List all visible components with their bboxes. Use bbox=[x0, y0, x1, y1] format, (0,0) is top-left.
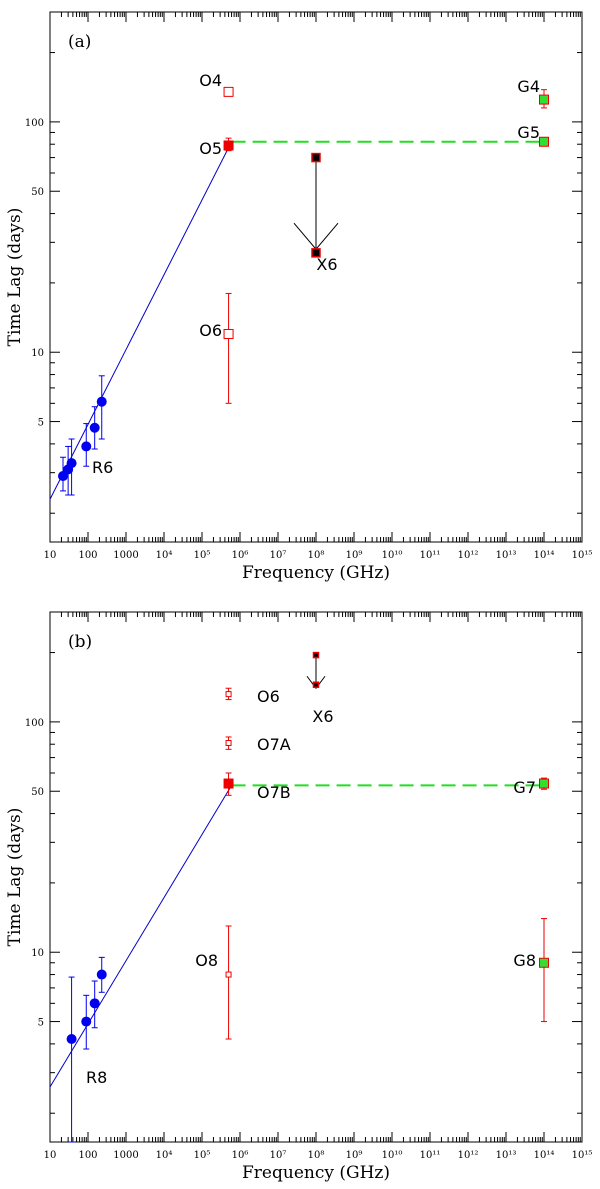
panel-a-point-o6 bbox=[223, 328, 234, 339]
panel-b-y-tick-label: 10 bbox=[31, 948, 44, 959]
panel-b-y-tick-label: 5 bbox=[38, 1018, 44, 1029]
panel-a-frame bbox=[49, 11, 583, 543]
panel-b-point-o8 bbox=[225, 971, 232, 978]
panel-a-point-x6 bbox=[311, 248, 321, 258]
panel-b-label-g8: G8 bbox=[513, 951, 536, 970]
panel-b-point-o7a bbox=[225, 739, 232, 746]
panel-b-panel-label: (b) bbox=[68, 632, 92, 652]
panel-a-x-tick-label: 10 bbox=[44, 550, 57, 561]
panel-a-point-r6 bbox=[96, 396, 107, 407]
panel-b-point-r8 bbox=[96, 969, 107, 980]
panel-b-x-tick-label: 10¹² bbox=[458, 1150, 479, 1161]
panel-a-point-o4 bbox=[223, 86, 234, 97]
panel-a-x-tick-label: 10⁸ bbox=[308, 550, 325, 561]
panel-b-x-tick-label: 10¹⁰ bbox=[382, 1150, 403, 1161]
panel-b-point-r8 bbox=[81, 1016, 92, 1027]
panel-a-x-tick-label: 10⁴ bbox=[156, 550, 173, 561]
panel-a-label-r6: R6 bbox=[92, 458, 113, 477]
panel-b-point-g7 bbox=[539, 778, 549, 789]
panel-b-label-o6: O6 bbox=[257, 687, 280, 706]
panel-b-x-tick-label: 10⁵ bbox=[194, 1150, 211, 1161]
panel-a-point-g5 bbox=[539, 136, 549, 147]
panel-a-point-g4 bbox=[539, 94, 549, 105]
panel-b-label-r8: R8 bbox=[86, 1068, 107, 1087]
panel-a-label-g4: G4 bbox=[517, 77, 540, 96]
panel-a-x-tick-label: 10⁵ bbox=[194, 550, 211, 561]
panel-b-point-r8 bbox=[89, 998, 100, 1009]
panel-a-chart: 10 100 1000 10⁴ 10⁵ 10⁶ 10⁷ 10⁸ 10⁹ 10¹⁰ 10¹¹ 10¹² 1… bbox=[5, 11, 593, 583]
panel-a-x-axis-title: Frequency (GHz) bbox=[242, 563, 390, 583]
panel-b-y-tick-label: 50 bbox=[31, 787, 44, 798]
panel-b-point-o6 bbox=[225, 691, 232, 698]
panel-b-x-axis-title: Frequency (GHz) bbox=[242, 1163, 390, 1183]
panel-a-y-axis-title: Time Lag (days) bbox=[5, 208, 25, 347]
panel-b-y-axis-title: Time Lag (days) bbox=[5, 808, 25, 947]
panel-a-point-r6 bbox=[89, 422, 100, 433]
panel-b-x-tick-label: 10¹³ bbox=[496, 1150, 517, 1161]
panel-b-point-x6 bbox=[312, 651, 320, 659]
panel-a-x-tick-label: 10⁹ bbox=[346, 550, 363, 561]
panel-b-x-tick-label: 10⁷ bbox=[270, 1150, 287, 1161]
panel-b-x6-arrow-head bbox=[306, 675, 326, 690]
panel-a-x-tick-label: 10¹³ bbox=[496, 550, 517, 561]
panel-a-x-tick-label: 100 bbox=[78, 550, 97, 561]
panel-a-x-tick-label: 10¹¹ bbox=[420, 550, 441, 561]
panel-b-chart: 10 100 1000 10⁴ 10⁵ 10⁶ 10⁷ 10⁸ 10⁹ 10¹⁰ 10¹¹ 10¹² 1… bbox=[5, 611, 593, 1183]
panel-b-label-x6: X6 bbox=[312, 707, 333, 726]
panel-a-label-o4: O4 bbox=[199, 71, 222, 90]
panel-a-fit-line bbox=[49, 141, 233, 500]
panel-b-fit-line bbox=[49, 785, 232, 1088]
panel-a-y-tick-label: 100 bbox=[25, 118, 44, 129]
panel-b-label-o7a: O7A bbox=[257, 735, 291, 754]
panel-b-x-tick-label: 100 bbox=[78, 1150, 97, 1161]
panel-a-x-tick-label: 10¹⁰ bbox=[382, 550, 403, 561]
panel-a-y-tick-label: 50 bbox=[31, 187, 44, 198]
panel-b-x-tick-label: 10¹¹ bbox=[420, 1150, 441, 1161]
panel-b-point-r8 bbox=[66, 1034, 77, 1045]
panel-b-frame bbox=[49, 611, 583, 1143]
panel-a-label-o6: O6 bbox=[199, 321, 222, 340]
panel-b-x-tick-label: 10⁶ bbox=[232, 1150, 249, 1161]
panel-b-label-o7b: O7B bbox=[257, 783, 291, 802]
panel-a-label-x6: X6 bbox=[316, 255, 337, 274]
panel-b-y-tick-label: 100 bbox=[25, 718, 44, 729]
panel-b-point-g8 bbox=[539, 957, 549, 968]
panel-b-x-tick-label: 10 bbox=[44, 1150, 57, 1161]
panel-b-point-x6 bbox=[312, 681, 320, 688]
panel-b-x-tick-label: 10⁴ bbox=[156, 1150, 173, 1161]
panel-b-x-tick-label: 10⁹ bbox=[346, 1150, 363, 1161]
panel-b-point-o7b bbox=[223, 778, 234, 789]
panel-b-x-tick-label: 1000 bbox=[113, 1150, 138, 1161]
panel-a-x-tick-label: 10¹² bbox=[458, 550, 479, 561]
panel-b-label-o8: O8 bbox=[195, 951, 218, 970]
panel-a-point-x6 bbox=[311, 152, 321, 163]
panel-a-x-tick-label: 10⁶ bbox=[232, 550, 249, 561]
panel-b-x-tick-label: 10¹⁴ bbox=[534, 1150, 555, 1161]
panel-b-label-g7: G7 bbox=[513, 778, 536, 797]
panel-a-label-g5: G5 bbox=[517, 123, 540, 142]
panel-a-x-tick-label: 10¹⁵ bbox=[572, 550, 593, 561]
panel-a-point-r6 bbox=[66, 458, 77, 469]
panel-a-point-o5 bbox=[223, 140, 234, 151]
panel-a-panel-label: (a) bbox=[68, 32, 91, 52]
panel-a-label-o5: O5 bbox=[199, 139, 222, 158]
panel-a-x-tick-label: 1000 bbox=[113, 550, 138, 561]
panel-a-y-tick-label: 10 bbox=[31, 348, 44, 359]
panel-a-x-tick-label: 10⁷ bbox=[270, 550, 287, 561]
panel-a-y-tick-label: 5 bbox=[38, 418, 44, 429]
panel-a-point-r6 bbox=[81, 441, 92, 452]
panel-a-x-tick-label: 10¹⁴ bbox=[534, 550, 555, 561]
panel-b-x-tick-label: 10¹⁵ bbox=[572, 1150, 593, 1161]
panel-b-x-tick-label: 10⁸ bbox=[308, 1150, 325, 1161]
